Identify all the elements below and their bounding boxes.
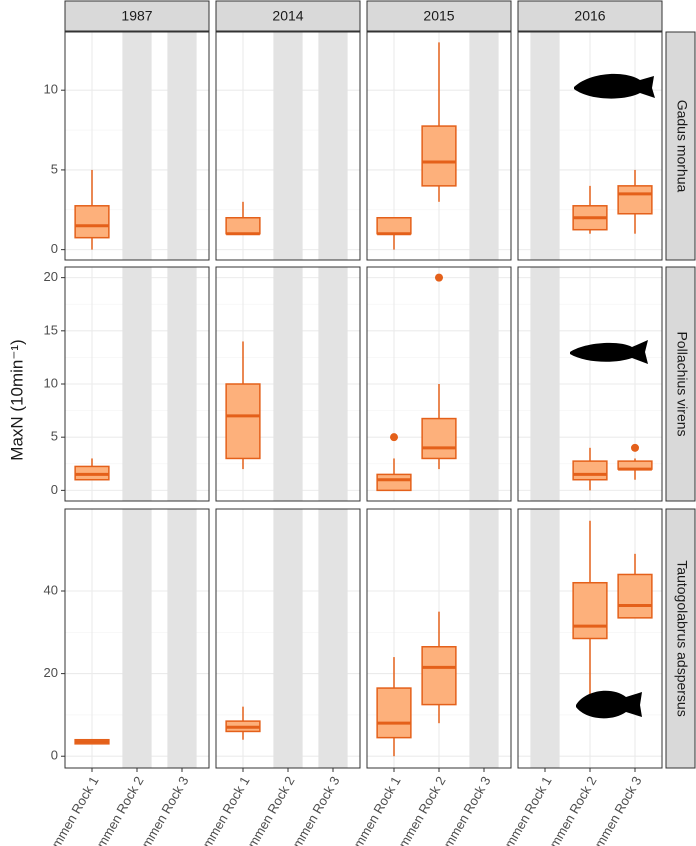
missing-band [122,509,152,768]
box [421,417,457,460]
box [376,216,412,235]
missing-band [273,509,303,768]
facet-label: 1987 [121,8,152,24]
box [617,185,653,215]
outlier [435,273,443,282]
facet-strip [64,0,210,32]
missing-band [530,32,560,260]
panel-border [366,266,512,502]
facet-strip [215,0,361,32]
panel-border [215,266,361,502]
missing-band [167,32,197,260]
box [74,205,110,239]
fish-icon [574,73,655,99]
y-tick-label: 5 [51,429,58,444]
missing-band [167,509,197,768]
y-tick-label: 0 [51,241,58,256]
panel-border [366,31,512,261]
missing-band [273,267,303,501]
missing-band [469,509,499,768]
y-tick-label: 20 [44,269,58,284]
facet-strip [366,0,512,32]
panel-border [517,31,663,261]
row-label: Pollachius virens [674,331,690,436]
box [572,460,608,481]
panel-border [517,266,663,502]
row-strip [665,266,696,502]
missing-band [122,32,152,260]
facet-strip [517,0,663,32]
y-tick-label: 5 [51,161,58,176]
missing-band [318,32,348,260]
row-label: Tautogolabrus adspersus [674,560,690,716]
missing-band [318,267,348,501]
box [572,581,608,640]
missing-band [273,32,303,260]
y-tick-label: 40 [44,582,58,597]
box [225,383,261,460]
x-tick-label: Ammen Rock 1 [497,774,554,846]
missing-band [167,267,197,501]
box [421,125,457,187]
fish-icon [570,340,648,364]
panel-border [64,266,210,502]
missing-band [122,267,152,501]
x-tick-label: Ammen Rock 1 [346,774,403,846]
x-tick-label: Ammen Rock 1 [44,774,101,846]
box [225,216,261,235]
row-strip [665,508,696,769]
missing-band [469,267,499,501]
row-label: Gadus morhua [674,100,690,193]
missing-band [318,509,348,768]
y-tick-label: 20 [44,665,58,680]
y-tick-label: 10 [44,82,58,97]
y-tick-label: 10 [44,375,58,390]
missing-band [530,267,560,501]
y-tick-label: 0 [51,748,58,763]
box [421,646,457,706]
fish-icon [576,690,642,719]
facet-label: 2015 [423,8,454,24]
outlier [390,433,398,442]
row-strip [665,31,696,261]
y-tick-label: 0 [51,482,58,497]
facet-label: 2016 [574,8,605,24]
facet-label: 2014 [272,8,303,24]
missing-band [469,32,499,260]
x-tick-label: Ammen Rock 1 [195,774,252,846]
y-tick-label: 15 [44,322,58,337]
panel-border [64,31,210,261]
outlier [631,443,639,452]
box [376,473,412,492]
y-axis-label: MaxN (10min⁻¹) [7,339,26,460]
box [617,573,653,619]
panel-border [215,31,361,261]
missing-band [530,509,560,768]
box [376,687,412,739]
